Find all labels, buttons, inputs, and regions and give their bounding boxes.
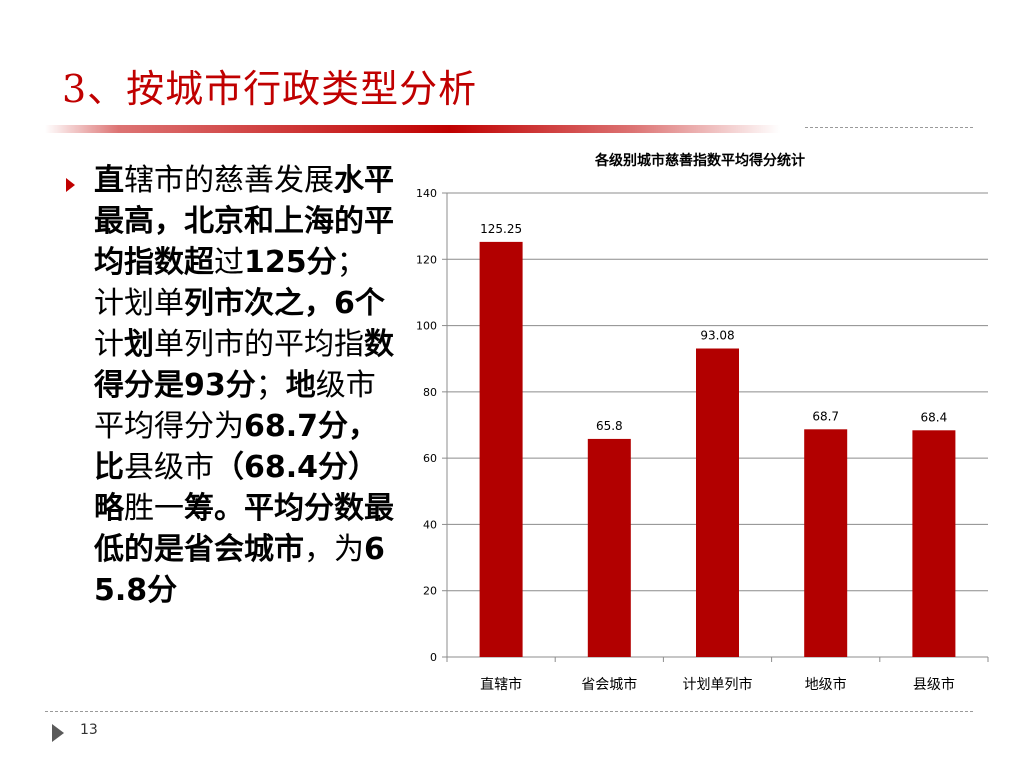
body-segment: 筹。平均分数最低的是省会城市 bbox=[94, 491, 394, 567]
x-tick-label: 省会城市 bbox=[581, 676, 637, 693]
bar bbox=[912, 430, 956, 657]
x-tick-label: 县级市 bbox=[913, 676, 955, 693]
body-segment: 数得分是93分 bbox=[94, 327, 394, 403]
body-segment: ，为 bbox=[304, 532, 364, 567]
body-segment: （68.4分）略 bbox=[94, 450, 379, 526]
x-tick-label: 直辖市 bbox=[480, 676, 522, 693]
body-segment: 单列市的平均指 bbox=[154, 327, 364, 362]
bullet-arrow-icon bbox=[66, 178, 75, 192]
body-segment: 125分 bbox=[244, 245, 337, 280]
bar bbox=[804, 429, 848, 657]
body-segment: ； bbox=[255, 368, 286, 403]
chart-title: 各级别城市慈善指数平均得分统计 bbox=[595, 153, 805, 169]
data-label: 125.25 bbox=[480, 222, 522, 236]
footer-arrow-icon bbox=[52, 724, 64, 742]
bar bbox=[479, 241, 523, 657]
body-segment: 辖市的慈善发展 bbox=[124, 163, 334, 198]
title-underline bbox=[45, 125, 780, 133]
y-tick-label: 60 bbox=[423, 452, 437, 465]
data-label: 65.8 bbox=[596, 419, 623, 433]
y-tick-label: 80 bbox=[423, 386, 437, 399]
title-dashed-line bbox=[805, 127, 973, 128]
body-segment: 68.7分，比 bbox=[94, 409, 379, 485]
body-segment: ；计划单 bbox=[94, 245, 367, 321]
body-segment: 水平最高，北京和上海的平均指数超 bbox=[94, 163, 394, 280]
body-segment: 计 bbox=[94, 327, 124, 362]
y-tick-label: 100 bbox=[416, 320, 437, 333]
body-segment: 地 bbox=[285, 368, 316, 403]
data-label: 68.4 bbox=[921, 410, 948, 424]
x-tick-label: 计划单列市 bbox=[683, 676, 753, 693]
body-segment: 级市平均得分为 bbox=[94, 368, 376, 444]
bar bbox=[696, 348, 739, 657]
body-segment: 直 bbox=[94, 163, 124, 198]
y-tick-label: 0 bbox=[430, 651, 437, 664]
bar bbox=[587, 438, 631, 657]
body-segment: 县级市 bbox=[124, 450, 214, 485]
y-tick-label: 40 bbox=[423, 518, 437, 531]
slide-title: 3、按城市行政类型分析 bbox=[62, 67, 478, 111]
footer-dashed-line bbox=[45, 711, 973, 712]
body-segment: 划 bbox=[124, 327, 154, 362]
y-tick-label: 20 bbox=[423, 585, 437, 598]
page-number: 13 bbox=[80, 722, 98, 738]
y-tick-label: 140 bbox=[416, 187, 437, 200]
y-tick-label: 120 bbox=[416, 253, 437, 266]
body-segment: 过 bbox=[214, 245, 244, 280]
body-segment: 65.8分 bbox=[94, 532, 385, 608]
body-paragraph: 直辖市的慈善发展水平最高，北京和上海的平均指数超过125分；计划单列市次之，6个… bbox=[94, 160, 394, 611]
data-label: 93.08 bbox=[700, 329, 734, 343]
body-segment: 胜一 bbox=[124, 491, 184, 526]
body-segment: 列市次之，6个 bbox=[184, 286, 385, 321]
x-tick-label: 地级市 bbox=[805, 676, 847, 693]
data-label: 68.7 bbox=[812, 409, 839, 423]
